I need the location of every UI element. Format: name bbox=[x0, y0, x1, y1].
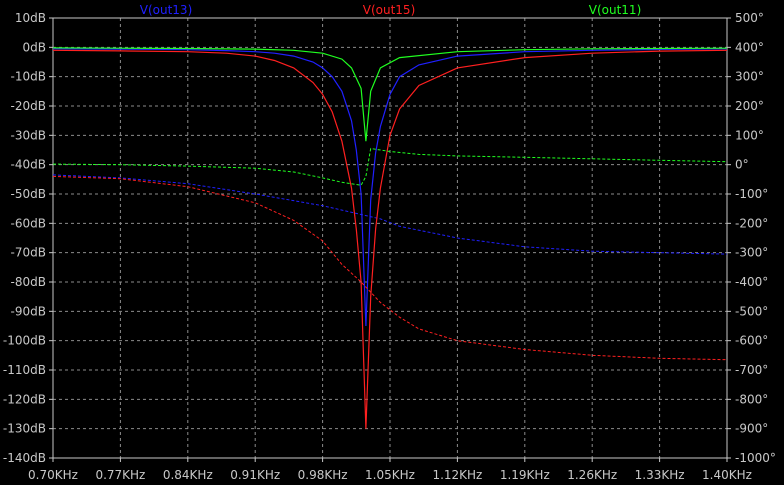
left-tick-label: 0dB bbox=[23, 40, 46, 54]
left-tick-label: -110dB bbox=[3, 363, 46, 377]
phase-trace-v-out13 bbox=[52, 174, 728, 255]
right-tick-label: 500° bbox=[735, 11, 764, 25]
right-tick-label: -300° bbox=[735, 246, 768, 260]
x-tick-label: 1.05KHz bbox=[365, 468, 415, 482]
left-tick-label: -100dB bbox=[3, 334, 46, 348]
legend-label-v-out11: V(out11) bbox=[589, 3, 642, 17]
right-tick-label: -600° bbox=[735, 334, 768, 348]
x-tick-label: 0.77KHz bbox=[95, 468, 145, 482]
x-tick-label: 1.33KHz bbox=[635, 468, 685, 482]
left-tick-label: -30dB bbox=[11, 128, 46, 142]
legend: V(out13) V(out15) V(out11) bbox=[140, 3, 642, 17]
legend-label-v-out15: V(out15) bbox=[363, 3, 416, 17]
x-axis-ticks: 0.70KHz 0.77KHz 0.84KHz 0.91KHz 0.98KHz 1.05K… bbox=[28, 458, 752, 482]
magnitude-trace-v-out15 bbox=[52, 49, 728, 429]
left-tick-label: -50dB bbox=[11, 187, 46, 201]
right-tick-label: -500° bbox=[735, 304, 768, 318]
right-tick-label: -100° bbox=[735, 187, 768, 201]
x-tick-label: 0.84KHz bbox=[163, 468, 213, 482]
right-tick-label: -700° bbox=[735, 363, 768, 377]
x-tick-label: 1.19KHz bbox=[500, 468, 550, 482]
x-tick-label: 0.98KHz bbox=[298, 468, 348, 482]
left-tick-label: -10dB bbox=[11, 70, 46, 84]
traces bbox=[52, 47, 728, 429]
left-tick-label: -20dB bbox=[11, 99, 46, 113]
right-tick-label: 300° bbox=[735, 70, 764, 84]
left-tick-label: -60dB bbox=[11, 216, 46, 230]
right-axis-ticks: 500° 400° 300° 200° 100° 0° -100° -200° -300° -40… bbox=[727, 11, 776, 465]
left-tick-label: -130dB bbox=[3, 422, 46, 436]
x-tick-label: 0.91KHz bbox=[230, 468, 280, 482]
left-tick-label: -90dB bbox=[11, 304, 46, 318]
left-tick-label: -120dB bbox=[3, 392, 46, 406]
left-tick-label: 10dB bbox=[15, 11, 46, 25]
right-tick-label: -800° bbox=[735, 392, 768, 406]
x-tick-label: 1.26KHz bbox=[567, 468, 617, 482]
left-axis-ticks: 10dB 0dB -10dB -20dB -30dB -40dB -50dB -60dB -70… bbox=[3, 11, 53, 465]
right-tick-label: -200° bbox=[735, 216, 768, 230]
right-tick-label: -1000° bbox=[735, 451, 776, 465]
left-tick-label: -140dB bbox=[3, 451, 46, 465]
x-tick-label: 1.40KHz bbox=[702, 468, 752, 482]
magnitude-trace-v-out11 bbox=[52, 47, 728, 142]
right-tick-label: 400° bbox=[735, 40, 764, 54]
right-tick-label: 100° bbox=[735, 128, 764, 142]
legend-label-v-out13: V(out13) bbox=[140, 3, 193, 17]
right-tick-label: -400° bbox=[735, 275, 768, 289]
right-tick-label: -900° bbox=[735, 422, 768, 436]
left-tick-label: -70dB bbox=[11, 246, 46, 260]
right-tick-label: 0° bbox=[735, 158, 749, 172]
left-tick-label: -40dB bbox=[11, 158, 46, 172]
left-tick-label: -80dB bbox=[11, 275, 46, 289]
magnitude-trace-v-out13 bbox=[52, 48, 728, 327]
x-tick-label: 1.12KHz bbox=[432, 468, 482, 482]
right-tick-label: 200° bbox=[735, 99, 764, 113]
x-tick-label: 0.70KHz bbox=[28, 468, 78, 482]
